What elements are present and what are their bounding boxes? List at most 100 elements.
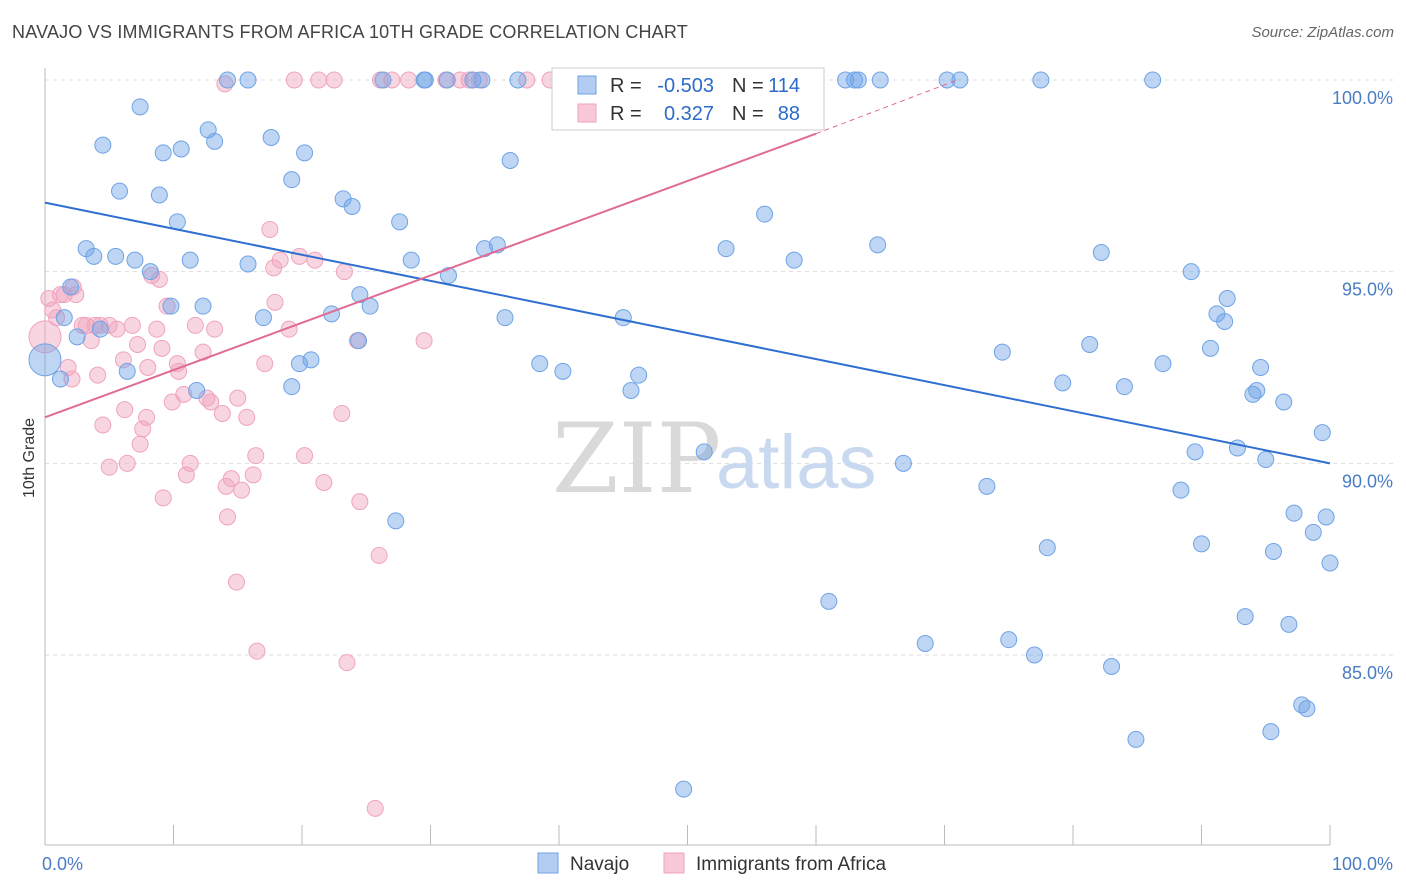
navajo-point bbox=[622, 382, 640, 399]
africa-point bbox=[338, 654, 356, 672]
bottom-legend-label-navajo: Navajo bbox=[570, 854, 629, 875]
navajo-point bbox=[118, 362, 136, 380]
navajo-point bbox=[218, 71, 236, 89]
africa-point bbox=[325, 71, 343, 89]
bottom-legend-swatch-africa bbox=[663, 852, 685, 874]
navajo-point bbox=[51, 370, 69, 388]
chart-title: NAVAJO VS IMMIGRANTS FROM AFRICA 10TH GR… bbox=[12, 22, 688, 42]
navajo-point bbox=[675, 780, 693, 798]
navajo-point bbox=[194, 297, 212, 315]
watermark-atlas: atlas bbox=[716, 420, 877, 505]
africa-point bbox=[229, 389, 247, 407]
navajo-point bbox=[1321, 554, 1339, 572]
bottom-legend-label-africa: Immigrants from Africa bbox=[696, 854, 886, 875]
navajo-point bbox=[1054, 374, 1072, 392]
africa-point bbox=[351, 493, 369, 511]
navajo-point bbox=[350, 332, 368, 350]
navajo-point bbox=[302, 351, 320, 369]
navajo-point bbox=[849, 71, 867, 89]
africa-point bbox=[186, 316, 204, 334]
navajo-point bbox=[1092, 244, 1110, 261]
legend-n-label-africa: N = bbox=[732, 103, 764, 125]
navajo-point bbox=[869, 236, 887, 254]
africa-point bbox=[247, 447, 265, 465]
legend-n-value-africa: 88 bbox=[778, 103, 800, 125]
africa-point bbox=[100, 458, 118, 476]
navajo-point bbox=[1216, 313, 1234, 330]
navajo-point bbox=[1313, 424, 1331, 442]
navajo-point bbox=[1275, 393, 1293, 411]
navajo-point bbox=[283, 171, 301, 189]
tick-labels: 85.0% 90.0% 95.0% 100.0% 0.0% 100.0% bbox=[42, 88, 1393, 874]
africa-point bbox=[158, 297, 176, 315]
africa-point bbox=[451, 71, 469, 89]
navajo-point bbox=[820, 592, 838, 610]
navajo-point bbox=[1038, 539, 1056, 557]
y-tick-label: 90.0% bbox=[1342, 471, 1393, 491]
africa-point bbox=[123, 316, 141, 334]
navajo-point bbox=[391, 213, 409, 231]
navajo-point bbox=[1115, 378, 1133, 396]
navajo-point bbox=[154, 144, 172, 162]
legend-swatch-africa bbox=[577, 103, 597, 123]
navajo-point bbox=[993, 343, 1011, 361]
trend-lines bbox=[44, 79, 1331, 465]
navajo-point bbox=[1182, 263, 1200, 281]
y-tick-label: 95.0% bbox=[1342, 280, 1393, 300]
navajo-point bbox=[630, 366, 648, 384]
navajo-point bbox=[938, 71, 956, 89]
grid-lines bbox=[45, 79, 1395, 656]
watermark: ZIP atlas bbox=[552, 403, 877, 515]
y-axis-label: 10th Grade bbox=[21, 418, 38, 498]
navajo-point bbox=[846, 71, 864, 89]
africa-point bbox=[333, 405, 351, 422]
navajo-point bbox=[1193, 535, 1210, 553]
navajo-point bbox=[107, 247, 125, 265]
africa-point bbox=[244, 466, 262, 484]
navajo-point bbox=[296, 144, 314, 162]
legend-swatch-navajo bbox=[577, 75, 597, 95]
trend-line-africa bbox=[44, 132, 817, 419]
navajo-point bbox=[111, 182, 129, 200]
africa-point bbox=[129, 336, 147, 353]
africa-point bbox=[383, 71, 401, 89]
navajo-point bbox=[1172, 481, 1190, 499]
navajo-point bbox=[1298, 700, 1316, 718]
navajo-point bbox=[343, 198, 361, 215]
navajo-point bbox=[1218, 290, 1236, 307]
africa-point bbox=[335, 263, 353, 281]
navajo-point bbox=[416, 71, 434, 89]
africa-point bbox=[181, 454, 199, 472]
navajo-point bbox=[68, 328, 86, 346]
navajo-point bbox=[55, 309, 73, 327]
navajo-point bbox=[150, 186, 168, 204]
africa-point bbox=[206, 320, 224, 338]
navajo-point bbox=[509, 71, 527, 89]
navajo-point bbox=[531, 355, 549, 373]
navajo-point bbox=[916, 635, 934, 652]
navajo-point bbox=[501, 152, 519, 169]
africa-point bbox=[222, 470, 240, 488]
africa-point bbox=[518, 71, 536, 89]
navajo-point bbox=[351, 286, 369, 304]
navajo-point bbox=[1103, 658, 1121, 675]
africa-point bbox=[118, 454, 136, 472]
legend-n-label-navajo: N = bbox=[732, 75, 764, 97]
africa-point bbox=[415, 332, 433, 350]
africa-point bbox=[261, 221, 279, 238]
navajo-point bbox=[871, 71, 889, 89]
africa-point bbox=[154, 489, 172, 507]
navajo-point bbox=[283, 378, 301, 396]
navajo-point bbox=[85, 247, 103, 265]
axes bbox=[44, 68, 1331, 846]
navajo-point bbox=[614, 309, 632, 327]
y-tick-label: 85.0% bbox=[1342, 663, 1393, 683]
navajo-point bbox=[756, 205, 774, 223]
navajo-point bbox=[785, 251, 803, 269]
africa-point bbox=[296, 447, 314, 465]
navajo-point bbox=[1236, 608, 1254, 626]
africa-point bbox=[100, 316, 118, 334]
source-credit: Source: ZipAtlas.com bbox=[1251, 24, 1394, 41]
africa-point bbox=[271, 251, 289, 269]
